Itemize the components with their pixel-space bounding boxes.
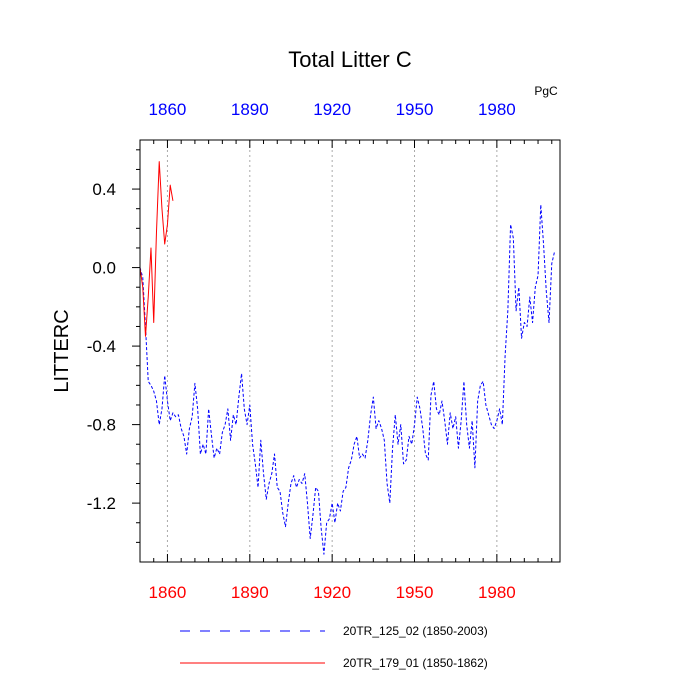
axes: 1860 1860 1890 1890 1920 1920 1950 1950 1980 1980… <box>87 100 561 602</box>
grid-lines <box>166 140 498 562</box>
x-tick-label-bottom: 1980 <box>478 583 516 602</box>
x-tick-label-bottom: 1950 <box>396 583 434 602</box>
legend-label-1: 20TR_125_02 (1850-2003) <box>343 624 488 638</box>
series-lines <box>139 161 555 555</box>
x-tick-label-top: 1890 <box>231 100 269 119</box>
legend-label-2: 20TR_179_01 (1850-1862) <box>343 656 488 670</box>
y-tick-label: -1.2 <box>87 494 116 513</box>
legend: 20TR_125_02 (1850-2003) 20TR_179_01 (1850… <box>180 624 488 670</box>
y-tick-label: -0.8 <box>87 416 116 435</box>
series-line-1 <box>139 204 555 555</box>
x-tick-label-bottom: 1920 <box>313 583 351 602</box>
series-line-2 <box>139 161 174 337</box>
y-tick-label: -0.4 <box>87 337 116 356</box>
y-tick-label: 0.4 <box>92 180 116 199</box>
x-tick-label-bottom: 1890 <box>231 583 269 602</box>
x-tick-label-top: 1950 <box>396 100 434 119</box>
chart-title: Total Litter C <box>288 47 412 72</box>
units-label: PgC <box>534 84 558 98</box>
x-tick-label-top: 1980 <box>478 100 516 119</box>
x-tick-label-top: 1920 <box>313 100 351 119</box>
x-tick-label-top: 1860 <box>149 100 187 119</box>
y-tick-label: 0.0 <box>92 259 116 278</box>
plot-frame <box>139 139 561 563</box>
y-axis-label: LITTERC <box>51 309 73 392</box>
x-tick-label-bottom: 1860 <box>149 583 187 602</box>
